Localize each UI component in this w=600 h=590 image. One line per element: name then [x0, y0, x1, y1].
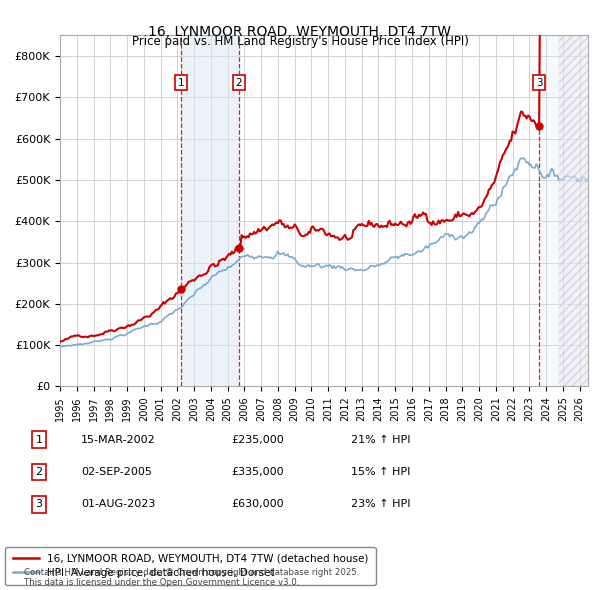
- Bar: [539, 35, 559, 386]
- Text: 23% ↑ HPI: 23% ↑ HPI: [351, 500, 410, 509]
- Bar: [559, 35, 588, 386]
- Text: 1: 1: [35, 435, 43, 444]
- Text: 1: 1: [178, 78, 184, 88]
- Bar: [559, 35, 588, 386]
- Text: Contains HM Land Registry data © Crown copyright and database right 2025.
This d: Contains HM Land Registry data © Crown c…: [24, 568, 359, 587]
- Text: 15-MAR-2002: 15-MAR-2002: [81, 435, 156, 444]
- Text: 2: 2: [236, 78, 242, 88]
- Text: 16, LYNMOOR ROAD, WEYMOUTH, DT4 7TW: 16, LYNMOOR ROAD, WEYMOUTH, DT4 7TW: [149, 25, 452, 39]
- Text: 3: 3: [35, 500, 43, 509]
- Text: £235,000: £235,000: [231, 435, 284, 444]
- Text: Price paid vs. HM Land Registry's House Price Index (HPI): Price paid vs. HM Land Registry's House …: [131, 35, 469, 48]
- Legend: 16, LYNMOOR ROAD, WEYMOUTH, DT4 7TW (detached house), HPI: Average price, detach: 16, LYNMOOR ROAD, WEYMOUTH, DT4 7TW (det…: [5, 546, 376, 585]
- Text: 01-AUG-2023: 01-AUG-2023: [81, 500, 155, 509]
- Text: 21% ↑ HPI: 21% ↑ HPI: [351, 435, 410, 444]
- Text: 2: 2: [35, 467, 43, 477]
- Bar: [181, 35, 239, 386]
- Text: £335,000: £335,000: [231, 467, 284, 477]
- Text: 15% ↑ HPI: 15% ↑ HPI: [351, 467, 410, 477]
- Text: 3: 3: [536, 78, 542, 88]
- Text: £630,000: £630,000: [231, 500, 284, 509]
- Text: 02-SEP-2005: 02-SEP-2005: [81, 467, 152, 477]
